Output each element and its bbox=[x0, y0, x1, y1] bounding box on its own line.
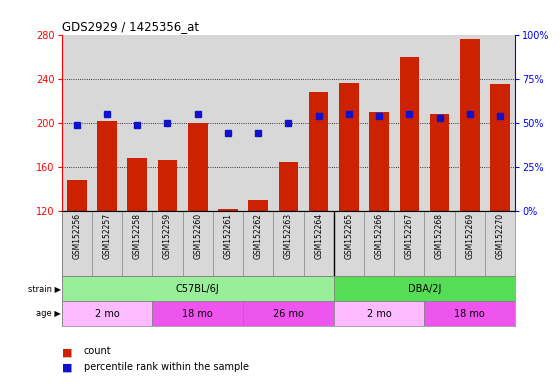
Bar bbox=[218, 209, 238, 211]
Bar bbox=[188, 123, 208, 211]
Text: strain ▶: strain ▶ bbox=[28, 285, 61, 293]
Text: ■: ■ bbox=[62, 348, 72, 358]
Text: GSM152264: GSM152264 bbox=[314, 213, 323, 259]
Text: GSM152266: GSM152266 bbox=[375, 213, 384, 259]
Text: GSM152263: GSM152263 bbox=[284, 213, 293, 259]
Text: 18 mo: 18 mo bbox=[455, 309, 485, 319]
Text: GSM152258: GSM152258 bbox=[133, 213, 142, 259]
Text: GDS2929 / 1425356_at: GDS2929 / 1425356_at bbox=[62, 20, 199, 33]
Text: GSM152267: GSM152267 bbox=[405, 213, 414, 259]
Bar bbox=[334, 301, 424, 326]
Bar bbox=[460, 39, 480, 211]
Text: ■: ■ bbox=[62, 363, 72, 373]
Bar bbox=[67, 180, 87, 211]
Bar bbox=[339, 83, 359, 211]
Bar bbox=[369, 112, 389, 211]
Bar bbox=[127, 158, 147, 211]
Text: GSM152257: GSM152257 bbox=[102, 213, 111, 259]
Bar bbox=[334, 276, 515, 301]
Text: GSM152259: GSM152259 bbox=[163, 213, 172, 259]
Text: 2 mo: 2 mo bbox=[367, 309, 391, 319]
Text: 2 mo: 2 mo bbox=[95, 309, 119, 319]
Bar bbox=[490, 84, 510, 211]
Text: GSM152270: GSM152270 bbox=[496, 213, 505, 259]
Text: GSM152261: GSM152261 bbox=[223, 213, 232, 259]
Bar bbox=[62, 276, 334, 301]
Bar bbox=[430, 114, 450, 211]
Bar bbox=[278, 162, 298, 211]
Text: GSM152262: GSM152262 bbox=[254, 213, 263, 259]
Bar bbox=[248, 200, 268, 211]
Text: age ▶: age ▶ bbox=[36, 310, 61, 318]
Text: count: count bbox=[84, 346, 111, 356]
Text: percentile rank within the sample: percentile rank within the sample bbox=[84, 362, 249, 372]
Text: DBA/2J: DBA/2J bbox=[408, 284, 441, 294]
Bar bbox=[399, 57, 419, 211]
Text: GSM152260: GSM152260 bbox=[193, 213, 202, 259]
Bar bbox=[309, 92, 329, 211]
Bar bbox=[424, 301, 515, 326]
Text: 18 mo: 18 mo bbox=[183, 309, 213, 319]
Text: 26 mo: 26 mo bbox=[273, 309, 304, 319]
Bar bbox=[62, 301, 152, 326]
Text: GSM152268: GSM152268 bbox=[435, 213, 444, 259]
Text: GSM152265: GSM152265 bbox=[344, 213, 353, 259]
Text: GSM152269: GSM152269 bbox=[465, 213, 474, 259]
Bar bbox=[243, 301, 334, 326]
Bar bbox=[157, 161, 178, 211]
Bar bbox=[97, 121, 117, 211]
Text: C57BL/6J: C57BL/6J bbox=[176, 284, 220, 294]
Text: GSM152256: GSM152256 bbox=[72, 213, 81, 259]
Bar bbox=[152, 301, 243, 326]
